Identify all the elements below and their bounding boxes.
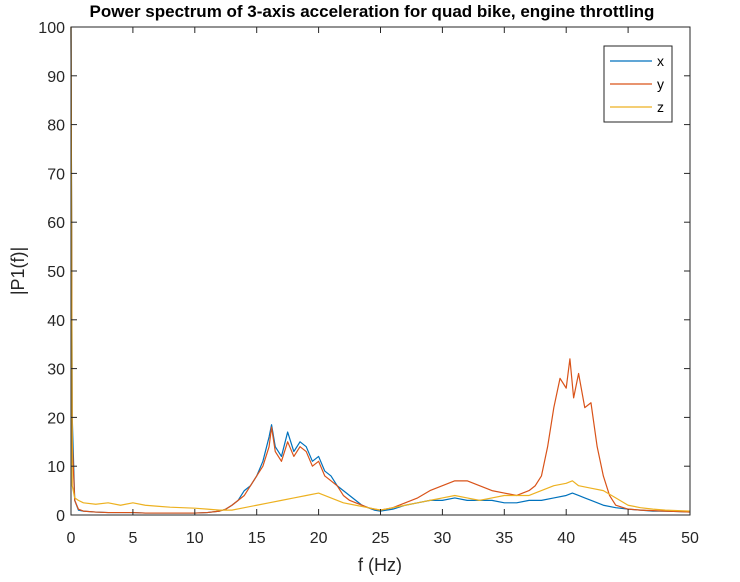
x-tick-label: 40 (557, 530, 575, 547)
legend-label-z: z (657, 99, 664, 115)
x-tick-label: 10 (186, 530, 204, 547)
y-axis-ticks: 0 10 20 30 40 50 60 70 80 90 100 (38, 20, 690, 525)
plot-area (71, 27, 690, 515)
y-tick-label: 40 (47, 313, 65, 330)
x-tick-label: 5 (128, 530, 137, 547)
x-tick-label: 50 (681, 530, 699, 547)
y-tick-label: 10 (47, 459, 65, 476)
x-axis-ticks: 0 5 10 15 20 25 30 35 40 45 50 (67, 27, 699, 547)
x-axis-label: f (Hz) (358, 555, 402, 575)
y-axis-label: |P1(f)| (8, 247, 28, 295)
y-tick-label: 50 (47, 264, 65, 281)
x-tick-label: 30 (434, 530, 452, 547)
x-tick-label: 45 (619, 530, 637, 547)
legend: xyz (603, 45, 673, 123)
legend-label-y: y (657, 76, 664, 92)
y-tick-label: 0 (56, 508, 65, 525)
y-tick-label: 90 (47, 69, 65, 86)
x-tick-label: 35 (495, 530, 513, 547)
y-tick-label: 60 (47, 215, 65, 232)
series-line-z (70, 26, 691, 512)
x-tick-label: 15 (248, 530, 266, 547)
series-layer (70, 26, 691, 514)
x-tick-label: 20 (310, 530, 328, 547)
chart-title: Power spectrum of 3-axis acceleration fo… (90, 2, 655, 21)
y-tick-label: 20 (47, 410, 65, 427)
x-tick-label: 25 (372, 530, 390, 547)
y-tick-label: 80 (47, 118, 65, 135)
x-tick-label: 0 (67, 530, 76, 547)
legend-label-x: x (657, 53, 664, 69)
y-tick-label: 100 (38, 20, 65, 37)
series-line-y (70, 26, 691, 514)
y-tick-label: 70 (47, 166, 65, 183)
y-tick-label: 30 (47, 362, 65, 379)
